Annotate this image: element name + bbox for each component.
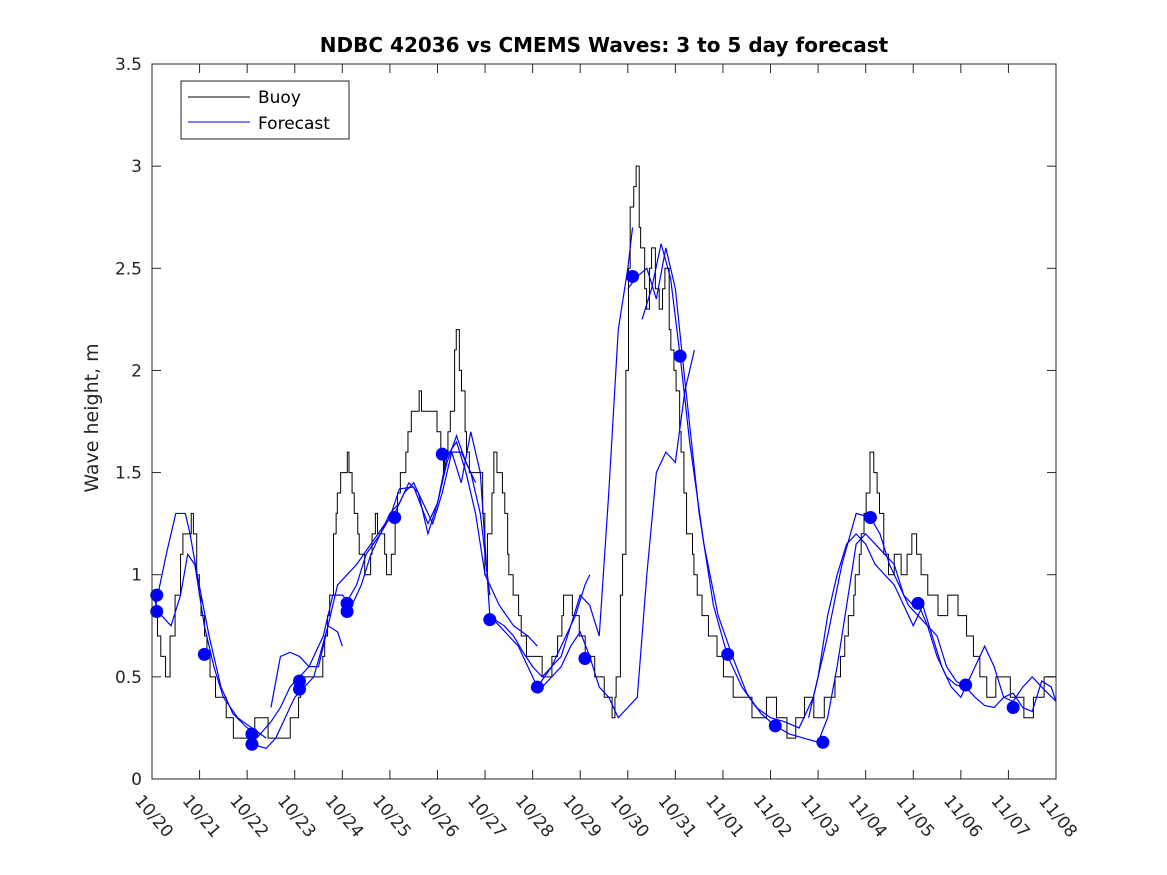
y-tick-label: 1 [131,566,142,586]
x-tick-label: 11/03 [796,791,843,841]
x-tick-label: 10/25 [368,791,415,841]
chart-title: NDBC 42036 vs CMEMS Waves: 3 to 5 day fo… [320,33,889,57]
x-tick-label: 10/30 [606,791,653,841]
forecast-marker [483,613,497,627]
y-tick-label: 2 [131,361,142,381]
forecast-series-line [641,243,914,743]
forecast-marker [530,680,544,694]
y-tick-label: 0 [131,770,142,790]
buoy-series-line [152,165,1056,739]
forecast-marker [911,596,925,610]
forecast-marker [673,349,687,363]
y-tick-labels: 0 0.5 1 1.5 2 2.5 3 3.5 [115,55,142,790]
axes-box [151,63,1057,780]
x-tick-label: 11/06 [939,791,986,841]
y-tick-label: 3 [131,157,142,177]
x-tick-label: 11/04 [844,791,891,841]
forecast-marker [245,737,259,751]
y-tick-label: 3.5 [115,55,142,75]
y-tick-label: 0.5 [115,668,142,688]
y-axis-label: Wave height, m [81,343,103,492]
forecast-marker [863,511,877,525]
x-tick-label: 10/21 [178,791,225,841]
x-tick-label: 10/28 [511,791,558,841]
forecast-marker [626,269,640,283]
forecast-marker [578,651,592,665]
forecast-marker [197,647,211,661]
forecast-series-line [442,431,591,689]
legend-box [180,80,350,140]
plot-area [150,165,1057,751]
x-tick-labels: 10/20 10/21 10/22 10/23 10/24 10/25 10/26 10/27… [130,791,1081,841]
forecast-marker [388,511,402,525]
x-tick-label: 10/24 [320,791,367,841]
forecast-series-line [541,349,695,719]
legend: Buoy Forecast [180,80,350,140]
forecast-series-line [869,517,1057,703]
legend-buoy-label: Buoy [258,88,301,108]
forecast-marker [721,647,735,661]
forecast-series-line [346,440,538,647]
forecast-marker [245,727,259,741]
forecast-series-line [151,552,267,739]
forecast-marker [959,678,973,692]
x-tick-label: 10/27 [463,791,510,841]
x-tick-label: 10/29 [558,791,605,841]
y-tick-label: 1.5 [115,464,142,484]
forecast-series-line [917,603,1057,713]
forecast-marker [150,604,164,618]
forecast-marker [768,719,782,733]
x-tick-label: 11/08 [1034,791,1081,841]
forecast-series-line [256,434,477,739]
x-tick-label: 11/02 [749,791,796,841]
x-tick-label: 10/20 [130,791,177,841]
forecast-series-line [153,512,262,735]
forecast-series-line [251,451,491,750]
x-tick-label: 10/22 [225,791,272,841]
x-tick-label: 11/05 [891,791,938,841]
x-tick-label: 10/26 [416,791,463,841]
forecast-series-line [494,227,634,678]
x-tick-label: 10/31 [654,791,701,841]
forecast-series-line [627,247,871,729]
x-tick-label: 10/23 [273,791,320,841]
forecast-marker [150,588,164,602]
forecast-marker [340,604,354,618]
forecast-marker [435,447,449,461]
axis-ticks [151,63,1057,780]
forecast-marker [1006,701,1020,714]
x-tick-label: 11/01 [701,791,748,841]
forecast-series-line [270,624,343,708]
y-tick-label: 2.5 [115,259,142,279]
forecast-marker [292,682,306,696]
x-tick-label: 11/07 [987,791,1034,841]
legend-forecast-label: Forecast [258,114,330,134]
forecast-marker [816,735,830,749]
